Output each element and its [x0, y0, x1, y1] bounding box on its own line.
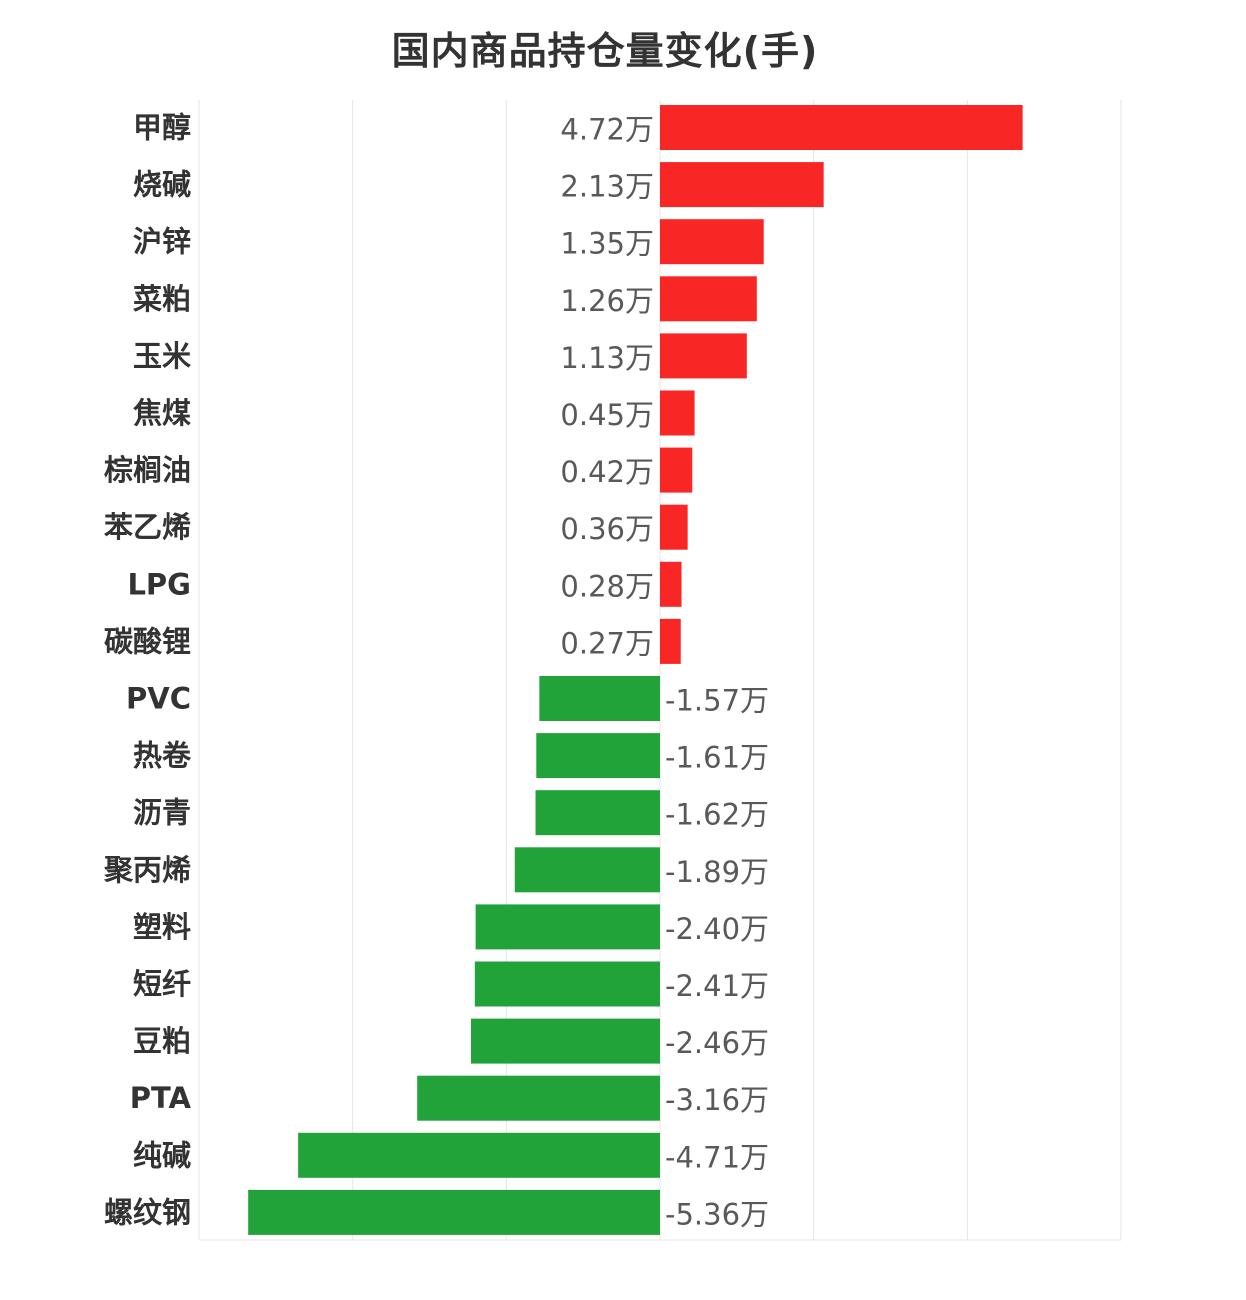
bar [660, 561, 682, 607]
data-label: 1.35万 [560, 227, 654, 261]
category-label: 苯乙烯 [104, 510, 191, 544]
data-label: 0.36万 [560, 512, 654, 546]
bar [248, 1189, 660, 1235]
category-label: 碳酸锂 [104, 624, 191, 658]
bar [417, 1075, 660, 1121]
category-label: LPG [127, 567, 191, 601]
bar [660, 333, 747, 379]
category-label: 焦煤 [133, 396, 191, 430]
category-label: 沪锌 [133, 225, 191, 259]
bar [475, 904, 660, 950]
bar [660, 618, 681, 664]
bars [248, 105, 1023, 1235]
category-label: PTA [130, 1081, 192, 1115]
data-label: -5.36万 [665, 1197, 769, 1231]
category-label: 沥青 [133, 796, 191, 830]
bar [660, 504, 688, 550]
bar [660, 276, 757, 322]
bar [660, 447, 693, 493]
bar [535, 790, 660, 836]
bar [539, 676, 660, 721]
category-label: 塑料 [133, 910, 191, 944]
bar [660, 162, 824, 208]
bar [470, 1018, 660, 1064]
data-label: -2.41万 [665, 969, 769, 1003]
category-label: 豆粕 [133, 1024, 191, 1058]
data-label: 0.27万 [560, 626, 654, 660]
chart-title: 国内商品持仓量变化(手) [391, 29, 819, 73]
category-label: 热卷 [133, 739, 192, 773]
data-label: -2.46万 [665, 1026, 769, 1060]
bar [298, 1132, 660, 1178]
data-label: 2.13万 [560, 170, 654, 204]
data-label: -1.89万 [665, 855, 769, 889]
category-label: 聚丙烯 [103, 853, 191, 887]
category-label: PVC [126, 682, 191, 716]
category-label: 螺纹钢 [104, 1195, 191, 1229]
category-label: 短纤 [133, 967, 191, 1001]
data-label: 0.42万 [560, 455, 654, 489]
data-label: -1.61万 [665, 741, 769, 775]
data-label: -2.40万 [665, 912, 769, 946]
data-label: -1.62万 [665, 798, 769, 832]
data-label: 4.72万 [560, 113, 654, 147]
data-label: -4.71万 [665, 1140, 769, 1174]
category-label: 纯碱 [133, 1138, 191, 1172]
category-label: 菜粕 [133, 282, 191, 316]
category-label: 棕榈油 [104, 453, 191, 487]
data-label: 0.28万 [560, 569, 654, 603]
bar [660, 219, 764, 265]
data-label: 1.13万 [560, 341, 654, 375]
data-label: 1.26万 [560, 284, 654, 318]
data-label: -3.16万 [665, 1083, 769, 1117]
data-label: 0.45万 [560, 398, 654, 432]
grid-lines [198, 100, 1122, 1241]
bar [514, 847, 660, 893]
bar [660, 105, 1023, 150]
category-label: 玉米 [133, 339, 191, 373]
bar [660, 390, 695, 436]
bar [474, 961, 660, 1007]
bar [536, 733, 660, 779]
category-label: 烧碱 [133, 168, 191, 202]
data-label: -1.57万 [665, 684, 769, 718]
category-label: 甲醇 [133, 111, 191, 145]
